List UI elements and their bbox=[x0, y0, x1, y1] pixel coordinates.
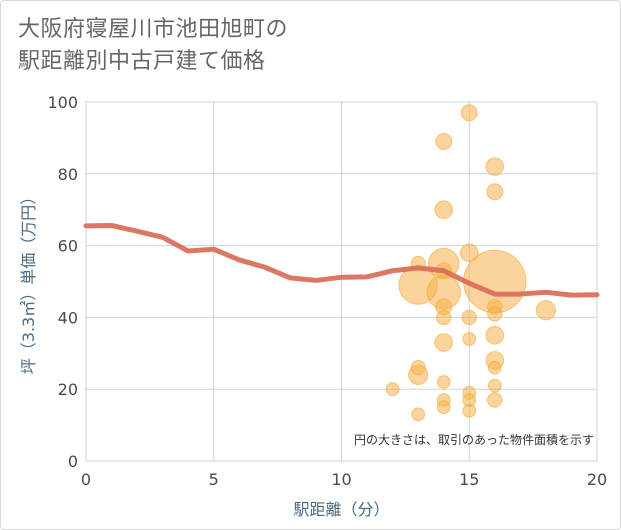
bubble-point bbox=[487, 378, 502, 393]
bubble-point bbox=[436, 400, 451, 415]
bubble-point bbox=[487, 306, 503, 322]
y-tick-label: 40 bbox=[58, 308, 78, 327]
bubble-size-note: 円の大きさは、取引のあった物件面積を示す bbox=[354, 432, 594, 447]
x-tick-label: 15 bbox=[459, 470, 479, 489]
bubble-point bbox=[535, 300, 557, 321]
chart-title-line2: 駅距離別中古戸建て価格 bbox=[18, 49, 266, 74]
y-tick-label: 20 bbox=[58, 380, 78, 399]
bubble-point bbox=[487, 392, 503, 408]
bubble-point bbox=[485, 157, 505, 176]
x-axis-label: 駅距離（分） bbox=[293, 500, 389, 519]
trend-line bbox=[83, 222, 600, 298]
bubble-point bbox=[460, 104, 478, 122]
bubble-point bbox=[462, 403, 477, 418]
bubble-point bbox=[436, 375, 451, 389]
x-tick-label: 10 bbox=[331, 470, 351, 489]
chart-title-line1: 大阪府寝屋川市池田旭町の bbox=[18, 17, 289, 42]
y-tick-label: 60 bbox=[58, 237, 78, 256]
bubble-point bbox=[411, 407, 426, 422]
y-tick-label: 100 bbox=[47, 93, 78, 112]
bubble-point bbox=[462, 332, 477, 346]
bubble-point bbox=[434, 333, 454, 352]
y-axis-label: 坪（3.3㎡）単価（万円） bbox=[19, 189, 38, 374]
trend-layer bbox=[83, 222, 600, 298]
x-tick-label: 5 bbox=[209, 470, 219, 489]
axes: 0 5 10 15 20 0 20 40 60 80 100 bbox=[47, 93, 607, 489]
bubble-point bbox=[385, 382, 400, 397]
bubble-point bbox=[487, 360, 502, 375]
y-tick-label: 0 bbox=[68, 452, 78, 471]
bubble-point bbox=[408, 364, 429, 385]
bubble-point bbox=[434, 200, 454, 219]
x-tick-label: 0 bbox=[81, 470, 91, 489]
bubbles bbox=[385, 104, 557, 422]
bubble-point bbox=[459, 243, 479, 263]
chart-title: 大阪府寝屋川市池田旭町の 駅距離別中古戸建て価格 bbox=[18, 14, 288, 78]
bubble-point bbox=[485, 326, 505, 345]
bubble-point bbox=[435, 132, 453, 150]
bubble-point bbox=[436, 309, 452, 326]
y-tick-label: 80 bbox=[58, 165, 78, 184]
x-tick-label: 20 bbox=[587, 470, 607, 489]
bubble-point bbox=[461, 309, 477, 326]
bubble-point bbox=[486, 183, 504, 201]
